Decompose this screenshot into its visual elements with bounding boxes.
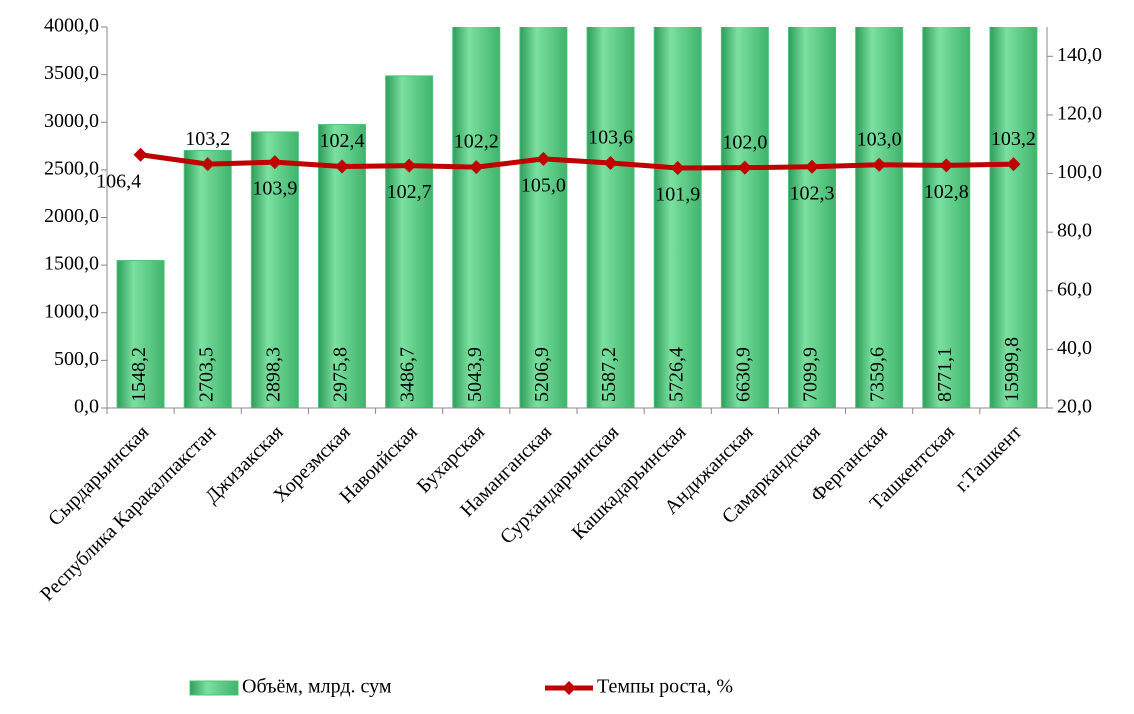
marker (939, 158, 954, 173)
marker (872, 157, 887, 172)
x-tick-label: г.Ташкент (951, 421, 1026, 496)
y-tick-label: 2500,0 (44, 157, 99, 179)
bar-value-label: 5726,4 (665, 347, 687, 402)
y2-tick-label: 80,0 (1057, 220, 1092, 242)
line-value-label: 102,2 (454, 131, 499, 153)
bar (183, 149, 232, 408)
bar-value-label: 8771,1 (934, 347, 956, 402)
marker (1006, 157, 1021, 172)
y2-tick-label: 60,0 (1057, 278, 1092, 300)
y-tick-label: 1500,0 (44, 253, 99, 275)
y-tick-label: 500,0 (54, 348, 99, 370)
bar (788, 27, 836, 408)
bar (385, 75, 434, 408)
y2-tick-label: 120,0 (1057, 103, 1102, 125)
line-value-label: 102,8 (924, 181, 969, 203)
line-value-label: 106,4 (96, 170, 141, 192)
x-tick-label: Кашкадарьинская (568, 421, 691, 544)
marker (536, 151, 551, 166)
legend-marker (562, 681, 576, 695)
line-value-label: 101,9 (655, 184, 700, 206)
y-tick-label: 3000,0 (44, 110, 99, 132)
bar-value-label: 1548,2 (128, 347, 150, 402)
y2-tick-label: 20,0 (1057, 396, 1092, 418)
bar-value-label: 5206,9 (531, 347, 553, 402)
bar (855, 27, 904, 408)
legend-label: Темпы роста, % (597, 676, 733, 698)
bar-value-label: 5587,2 (598, 347, 620, 402)
x-tick-label: Сурхандарьинская (496, 421, 623, 548)
y-tick-label: 2000,0 (44, 205, 99, 227)
line-value-label: 102,3 (790, 182, 835, 204)
line-value-label: 103,6 (588, 127, 633, 149)
bar (922, 27, 971, 408)
y2-tick-label: 40,0 (1057, 337, 1092, 359)
marker (670, 160, 685, 175)
bar (116, 260, 165, 408)
bar (452, 27, 501, 408)
marker (267, 155, 282, 170)
marker (335, 159, 349, 174)
bar-value-label: 5043,9 (464, 347, 486, 402)
bar-value-label: 7099,9 (800, 347, 822, 402)
legend-label: Объём, млрд. сум (242, 676, 392, 698)
y-tick-label: 4000,0 (44, 15, 99, 37)
line-value-label: 105,0 (521, 174, 566, 196)
line (140, 152, 1014, 171)
bar-value-label: 2898,3 (262, 347, 284, 402)
bar (586, 27, 635, 408)
line-value-label: 102,7 (387, 181, 432, 203)
bar-value-label: 2975,8 (330, 347, 352, 402)
marker (133, 147, 148, 162)
line-value-label: 102,4 (320, 130, 365, 152)
marker (737, 160, 752, 175)
bar-value-label: 3486,7 (397, 347, 419, 402)
marker (603, 155, 618, 170)
line-value-label: 103,2 (991, 128, 1036, 150)
y-tick-label: 0,0 (74, 396, 99, 418)
bar (989, 27, 1038, 408)
y-tick-label: 3500,0 (44, 62, 99, 84)
legend-swatch (189, 680, 239, 696)
y2-tick-label: 140,0 (1057, 44, 1102, 66)
marker (402, 158, 417, 173)
bar-value-label: 15999,8 (1001, 337, 1023, 402)
bar (720, 27, 769, 408)
bar-value-label: 6630,9 (732, 347, 754, 402)
marker (469, 160, 484, 175)
line-value-label: 103,2 (185, 128, 230, 150)
bars (116, 27, 1038, 408)
bar (250, 131, 299, 408)
line-value-label: 103,9 (252, 178, 297, 200)
bar-value-label: 7359,6 (867, 347, 889, 402)
y-tick-label: 1000,0 (44, 300, 99, 322)
bar-value-label: 2703,5 (195, 347, 217, 402)
line-value-label: 102,0 (722, 131, 767, 153)
bar (519, 27, 568, 408)
line-value-label: 103,0 (857, 128, 902, 150)
marker (200, 157, 215, 172)
marker (805, 159, 819, 174)
y2-tick-label: 100,0 (1057, 161, 1102, 183)
